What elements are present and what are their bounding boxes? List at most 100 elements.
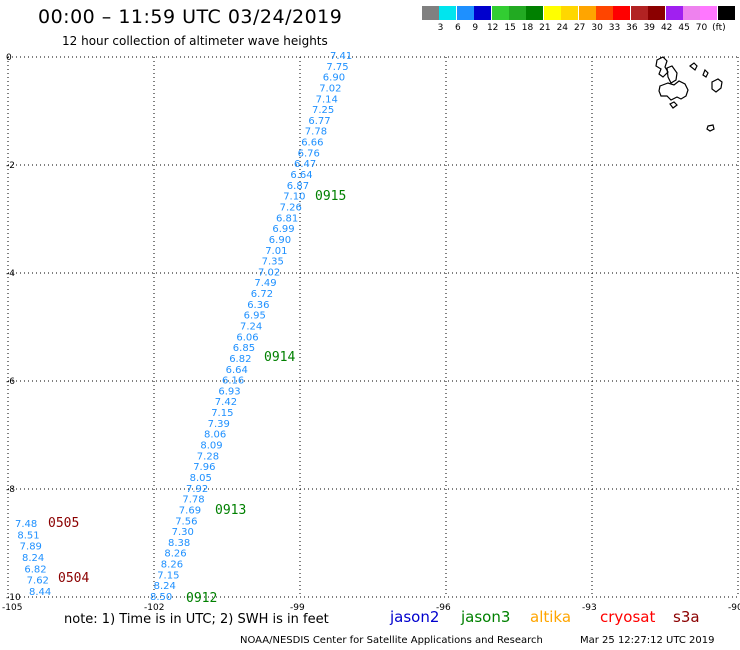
legend-label: 45 xyxy=(678,23,690,33)
pass-time-label: 0504 xyxy=(58,571,89,586)
legend-swatch xyxy=(630,6,648,20)
legend-label: 15 xyxy=(504,23,516,33)
swh-value: 8.51 xyxy=(17,530,39,541)
swh-value: 7.62 xyxy=(27,576,49,587)
legend-label: 36 xyxy=(626,23,638,33)
swh-value: 6.72 xyxy=(251,289,273,300)
legend-label: 33 xyxy=(608,23,621,33)
swh-value: 7.69 xyxy=(179,505,201,516)
swh-value: 6.82 xyxy=(24,564,46,575)
swh-value: 7.41 xyxy=(330,51,352,62)
swh-value: 7.02 xyxy=(319,83,341,94)
swh-value: 7.89 xyxy=(20,542,42,553)
swh-value: 8.26 xyxy=(161,560,183,571)
pass-time-label: 0915 xyxy=(315,189,346,204)
map-grid xyxy=(7,56,739,598)
swh-value: 6.95 xyxy=(244,311,266,322)
satellite-name: altika xyxy=(530,608,572,626)
time-labels: 0915 0914 0913 0912 0505 0504 xyxy=(48,189,346,606)
swh-value: 6.93 xyxy=(218,386,240,397)
swh-value: 7.48 xyxy=(15,519,37,530)
swh-value: 6.06 xyxy=(236,332,258,343)
swh-value: 6.85 xyxy=(233,343,255,354)
swh-value: 6.16 xyxy=(222,376,244,387)
swh-value: 6.64 xyxy=(290,170,312,181)
legend-swatch xyxy=(543,6,561,20)
island-outline xyxy=(666,65,678,84)
swh-value: 7.15 xyxy=(157,570,179,581)
legend-label: 24 xyxy=(556,23,569,33)
x-tick-label: -99 xyxy=(290,603,305,613)
swh-value: 7.42 xyxy=(215,397,237,408)
swh-value: 6.82 xyxy=(229,354,251,365)
legend-swatch xyxy=(665,6,683,20)
legend-swatch xyxy=(456,6,474,20)
swh-value: 7.75 xyxy=(326,62,348,73)
y-tick-label: -4 xyxy=(6,269,15,279)
satellite-name: jason3 xyxy=(461,608,511,626)
island-outline xyxy=(658,80,689,101)
satellite-name: jason2 xyxy=(390,608,440,626)
legend-label: 42 xyxy=(660,23,673,33)
legend-swatch xyxy=(439,6,457,20)
swh-value: 8.38 xyxy=(168,538,190,549)
legend-swatch xyxy=(578,6,596,20)
swh-value: 7.24 xyxy=(240,322,262,333)
island-outline xyxy=(689,62,698,71)
legend-label: 30 xyxy=(591,23,603,33)
legend-label: (ft) xyxy=(712,23,726,33)
legend-swatch xyxy=(422,6,439,20)
swh-value: 8.50 xyxy=(150,592,172,603)
swh-value: 6.99 xyxy=(272,224,294,235)
swh-value: 7.30 xyxy=(172,527,194,538)
swh-value: 8.24 xyxy=(154,581,176,592)
y-tick-label: -6 xyxy=(6,377,15,387)
legend-swatch xyxy=(700,6,718,20)
x-tick-label: -102 xyxy=(144,603,164,613)
swh-value: 6.90 xyxy=(269,235,291,246)
coastline xyxy=(655,56,723,132)
swh-value: 8.06 xyxy=(204,430,226,441)
swh-value: 8.24 xyxy=(22,553,44,564)
swh-value: 8.44 xyxy=(29,587,51,598)
legend-swatch xyxy=(717,6,735,20)
footer-credit: NOAA/NESDIS Center for Satellite Applica… xyxy=(240,635,543,646)
legend-label: 3 xyxy=(437,23,444,33)
island-outline xyxy=(669,101,678,109)
pass-time-label: 0914 xyxy=(264,350,295,365)
legend-label: 12 xyxy=(486,23,499,33)
swh-value: 6.66 xyxy=(301,138,323,149)
satellite-name: s3a xyxy=(673,608,700,626)
pass-time-label: 0505 xyxy=(48,516,79,531)
y-tick-label: 0 xyxy=(6,53,12,63)
map-subtitle: 12 hour collection of altimeter wave hei… xyxy=(62,34,328,48)
swh-track-labels: 7.417.756.907.027.147.256.777.786.666.76… xyxy=(15,51,352,603)
swh-value: 7.39 xyxy=(208,419,230,430)
legend-label: 27 xyxy=(573,23,586,33)
x-tick-label: -105 xyxy=(2,603,22,613)
swh-value: 7.96 xyxy=(193,462,215,473)
island-outline xyxy=(711,78,723,93)
legend-label: 70 xyxy=(695,23,708,33)
swh-value: 7.02 xyxy=(258,267,280,278)
swh-value: 7.78 xyxy=(305,127,327,138)
x-tick-label: -90 xyxy=(728,603,740,613)
legend-swatch xyxy=(613,6,631,20)
legend-swatch xyxy=(526,6,544,20)
legend-swatch xyxy=(648,6,666,20)
y-tick-label: -2 xyxy=(6,161,15,171)
swh-value: 7.15 xyxy=(211,408,233,419)
island-outline xyxy=(655,56,669,78)
legend-label: 18 xyxy=(521,23,534,33)
x-tick-label: -96 xyxy=(436,603,451,613)
legend-swatch xyxy=(561,6,579,20)
island-outline xyxy=(702,68,709,78)
axis-tick-labels: -105 -102 -99 -96 -93 -90 0 -2 -4 -6 -8 -10 xyxy=(2,53,740,613)
x-tick-label: -93 xyxy=(582,603,597,613)
footer-timestamp: Mar 25 12:27:12 UTC 2019 xyxy=(580,635,715,646)
swh-value: 7.01 xyxy=(265,246,287,257)
satellite-name: cryosat xyxy=(600,608,656,626)
island-outline xyxy=(706,124,715,132)
legend-swatch xyxy=(491,6,509,20)
swh-value: 7.35 xyxy=(262,257,284,268)
